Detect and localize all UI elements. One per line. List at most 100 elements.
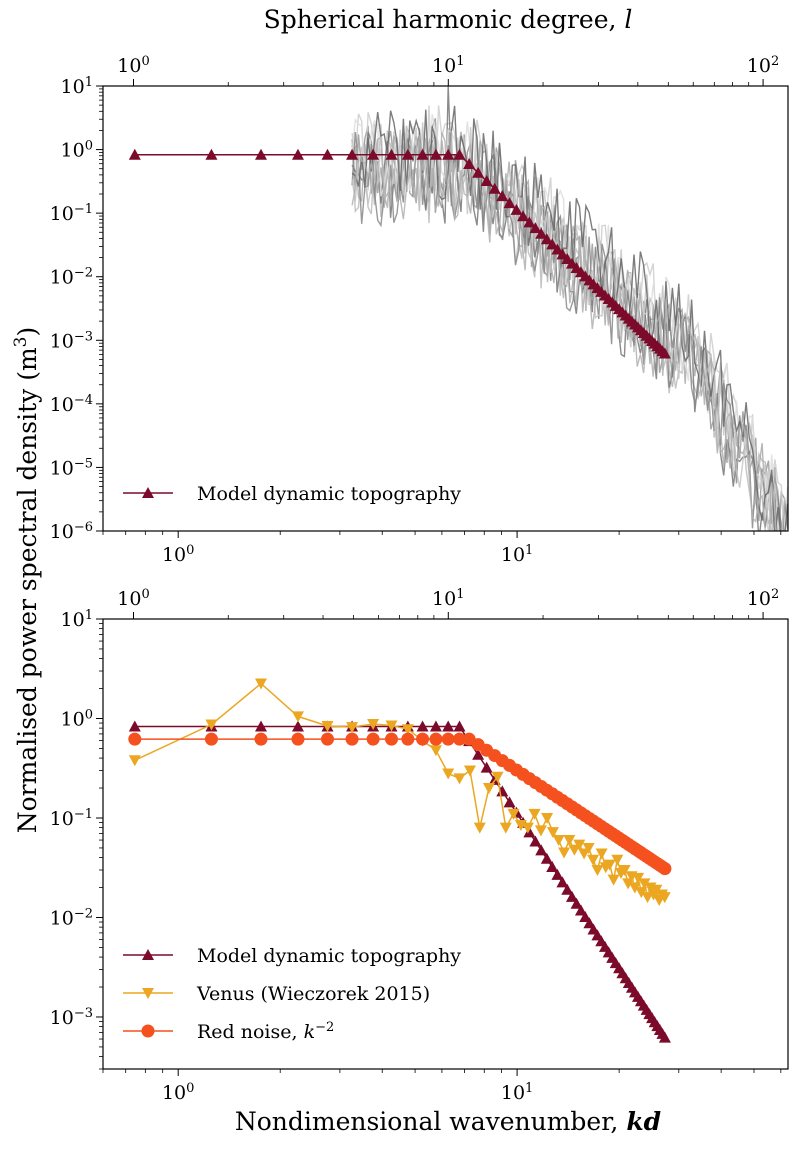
data-point [521,822,534,834]
data-point [472,748,485,760]
legend-marker [142,487,154,498]
x-tick-label: 101 [501,543,533,567]
data-point [540,852,553,864]
data-point [291,148,304,160]
top-tick-label: 101 [432,587,464,611]
data-point [595,848,608,860]
data-point [254,720,267,732]
legend-marker [141,1024,155,1038]
data-point [517,210,530,222]
data-point [385,720,398,732]
data-point [496,785,509,797]
data-point [366,732,380,746]
data-point [573,839,586,851]
data-point [507,808,520,820]
data-point [401,724,414,736]
data-point [429,720,442,732]
data-point [442,720,455,732]
data-point [607,874,620,886]
top-axis-title: Spherical harmonic degree, l [264,5,633,34]
data-point [565,890,578,902]
data-point [563,835,576,847]
data-point [488,182,501,194]
series-line [134,682,666,903]
data-point [523,826,536,838]
data-point [442,768,455,780]
observed-spectrum-curve [351,131,777,531]
top-tick-label: 102 [747,587,779,611]
legend: Model dynamic topography [123,483,461,505]
data-point [552,835,565,847]
data-point [453,148,466,160]
data-point [472,166,485,178]
data-point [128,732,142,746]
data-point [496,190,509,202]
top-tick-label: 101 [432,54,464,78]
data-point [205,719,218,731]
data-point [528,808,541,820]
data-point [535,227,548,239]
top-panel: 100 101 100 101 102 10−6 10−5 10−4 10−3 10−2 10−1 1… [50,54,789,567]
data-point [429,148,442,160]
data-point [463,765,476,777]
y-tick-label: 10−5 [50,456,93,480]
data-point [442,148,455,160]
top-tick-label: 100 [117,54,149,78]
data-point [346,722,359,734]
data-point [540,233,553,245]
data-point [546,238,559,250]
legend: Model dynamic topography Venus (Wieczorek… [123,945,461,1043]
y-tick-label: 10−1 [50,202,93,226]
data-point [635,887,648,899]
y-tick-label: 10−2 [50,906,93,930]
x-tick-label: 100 [162,1081,194,1105]
series-triangle-down [128,678,671,906]
data-point [401,732,415,746]
data-point [480,761,493,773]
y-axis-title: Normalised power spectral density (m3) [11,327,42,834]
data-point [578,848,591,860]
data-point [453,720,466,732]
data-point [416,148,429,160]
data-point [523,216,536,228]
data-point [546,860,559,872]
data-point [561,883,574,895]
data-point [611,854,624,866]
data-point [499,822,512,834]
data-point [618,865,631,877]
data-point [579,910,592,922]
data-point [346,148,359,160]
y-tick-label: 100 [61,138,93,162]
data-point [658,347,671,359]
data-point [551,868,564,880]
data-point [385,148,398,160]
data-point [416,732,430,746]
data-point [291,720,304,732]
data-point [574,904,587,916]
data-point [416,720,429,732]
x-axis-title: Nondimensional wavenumber, kd [235,1107,661,1136]
data-point [632,872,645,884]
legend-label: Red noise, k−2 [197,1020,334,1044]
data-point [541,812,554,824]
data-point [254,148,267,160]
data-point [441,732,455,746]
plot-area [128,86,788,531]
data-point [658,892,671,904]
y-tick-label: 101 [61,608,93,632]
legend-label: Venus (Wieczorek 2015) [196,983,430,1005]
data-point [367,148,380,160]
data-point [582,842,595,854]
series-triangle-up [128,148,671,359]
data-point [128,720,141,732]
y-tick-label: 100 [61,707,93,731]
data-point [546,827,559,839]
data-point [535,844,548,856]
data-point [367,719,380,731]
y-tick-label: 10−3 [50,329,93,353]
legend-marker [142,988,154,999]
observed-spectrum-curve [351,130,787,531]
y-tick-label: 10−6 [50,520,93,544]
data-point [128,755,141,767]
y-tick-label: 10−1 [50,806,93,830]
